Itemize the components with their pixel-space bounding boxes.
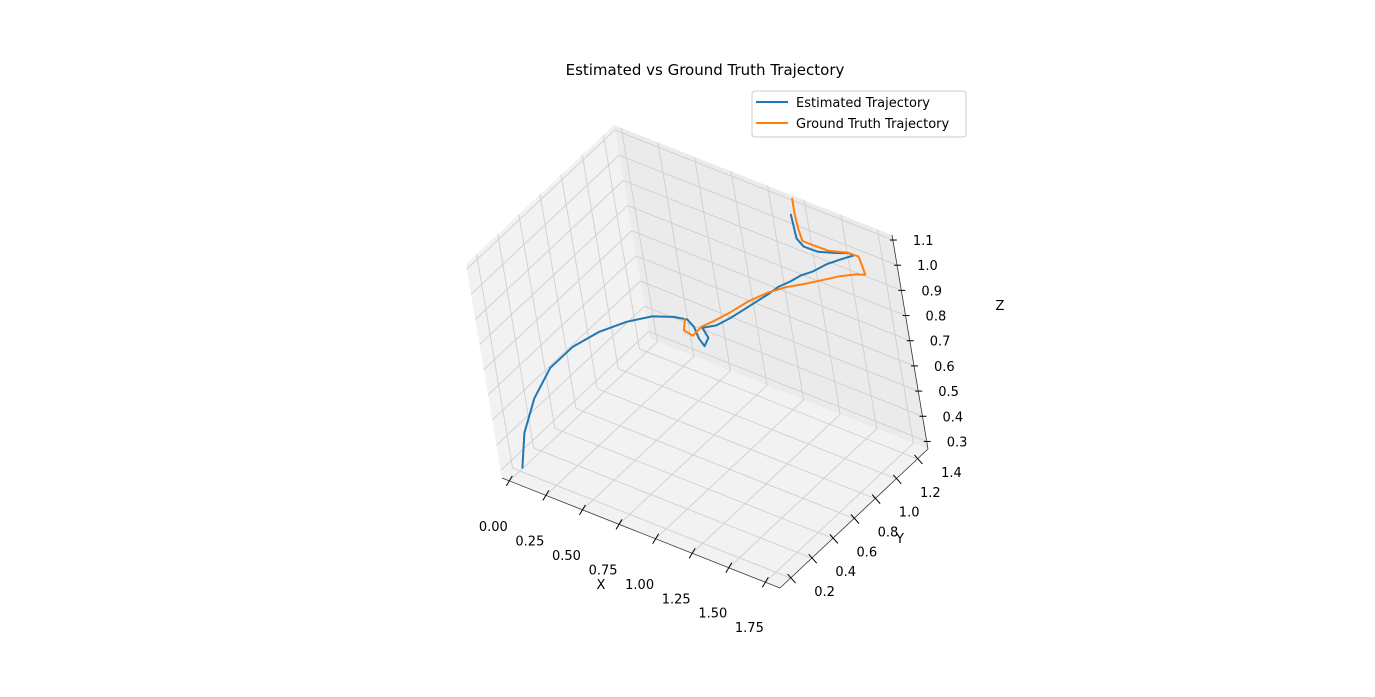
legend-label-ground-truth: Ground Truth Trajectory bbox=[796, 117, 950, 132]
x-tick-label: 0.75 bbox=[589, 563, 618, 578]
grid-y-left bbox=[560, 174, 598, 389]
grid-y-floor bbox=[533, 447, 812, 559]
chart-title: Estimated vs Ground Truth Trajectory bbox=[566, 61, 845, 79]
x-tick-mark bbox=[688, 548, 696, 559]
y-tick-mark bbox=[892, 474, 902, 485]
z-tick-label: 1.0 bbox=[917, 259, 938, 274]
x-tick-label: 0.00 bbox=[479, 520, 508, 535]
x-tick-label: 1.25 bbox=[662, 592, 691, 607]
legend-frame bbox=[751, 90, 967, 138]
x-tick-mark bbox=[761, 576, 769, 588]
z-axis-line bbox=[891, 234, 929, 450]
x-tick-label: 1.00 bbox=[625, 578, 654, 593]
x-axis-line bbox=[501, 477, 781, 589]
grid-z-back bbox=[631, 230, 910, 342]
y-tick-mark bbox=[871, 494, 881, 504]
z-tick-label: 0.7 bbox=[930, 335, 951, 350]
grid-z-left bbox=[487, 255, 637, 396]
x-tick-mark bbox=[542, 490, 550, 501]
grid-z-left bbox=[475, 180, 624, 320]
z-tick-label: 0.5 bbox=[938, 385, 959, 400]
x-tick-mark bbox=[579, 504, 586, 516]
series-lines bbox=[521, 197, 867, 469]
x-tick-label: 1.75 bbox=[735, 621, 764, 636]
grid-z-back bbox=[614, 129, 894, 241]
y-tick-mark bbox=[914, 454, 923, 465]
x-tick-label: 0.50 bbox=[552, 549, 581, 564]
legend: Estimated Trajectory Ground Truth Trajec… bbox=[751, 90, 967, 138]
grid-y-left bbox=[602, 134, 640, 350]
x-axis-label: X bbox=[597, 578, 606, 593]
y-tick-mark bbox=[850, 514, 860, 524]
grid-z-left bbox=[470, 154, 620, 295]
grid-x-back bbox=[840, 214, 878, 429]
x-tick-mark bbox=[505, 475, 513, 487]
grid-x-back bbox=[876, 229, 914, 444]
x-tick-label: 1.50 bbox=[698, 607, 727, 622]
grid-y-left bbox=[581, 154, 619, 369]
y-tick-label: 1.2 bbox=[920, 486, 941, 501]
y-tick-label: 1.0 bbox=[899, 506, 920, 521]
y-tick-label: 0.2 bbox=[814, 585, 835, 600]
grid-x-back bbox=[803, 200, 841, 415]
y-tick-label: 1.4 bbox=[941, 466, 962, 481]
z-axis-label: Z bbox=[996, 299, 1005, 314]
y-axis-label: Y bbox=[895, 532, 904, 547]
grid-y-floor bbox=[618, 368, 897, 480]
grid-y-left bbox=[518, 214, 556, 429]
x-tick-mark bbox=[652, 533, 660, 545]
grid-z-back bbox=[627, 205, 906, 316]
grid-y-left bbox=[539, 194, 577, 409]
x-tick-mark bbox=[615, 519, 623, 530]
grid-x-back bbox=[767, 185, 805, 400]
grid-z-back bbox=[640, 280, 919, 392]
grid-z-left bbox=[491, 280, 641, 421]
z-tick-label: 0.4 bbox=[942, 410, 963, 425]
grid-z-back bbox=[618, 154, 898, 266]
y-tick-mark bbox=[808, 553, 818, 564]
grid-y-floor bbox=[596, 388, 876, 500]
back-wall-pane bbox=[614, 125, 928, 449]
tick-labels: 0.000.250.500.751.001.251.501.750.20.40.… bbox=[479, 234, 968, 636]
grid-z-left bbox=[500, 331, 650, 471]
x-tick-label: 0.25 bbox=[515, 534, 544, 549]
y-tick-mark bbox=[787, 573, 796, 584]
grid-z-left bbox=[483, 230, 633, 371]
grid-z-left bbox=[496, 305, 645, 446]
grid-y-floor bbox=[575, 408, 855, 519]
grid-lines bbox=[466, 127, 927, 583]
grid-x-back bbox=[694, 156, 731, 371]
grid-z-back bbox=[623, 179, 902, 291]
grid-x-back bbox=[730, 171, 768, 386]
ground-truth-trajectory-line bbox=[683, 197, 867, 337]
grid-y-left bbox=[476, 253, 514, 469]
y-tick-label: 0.6 bbox=[857, 545, 878, 560]
z-tick-label: 0.6 bbox=[934, 360, 955, 375]
y-tick-mark bbox=[829, 534, 839, 544]
grid-z-back bbox=[648, 331, 927, 442]
legend-label-estimated: Estimated Trajectory bbox=[796, 96, 930, 111]
y-tick-label: 0.8 bbox=[878, 526, 899, 541]
y-tick-label: 0.4 bbox=[835, 565, 856, 580]
z-tick-label: 0.3 bbox=[947, 435, 968, 450]
z-tick-label: 1.1 bbox=[913, 234, 934, 249]
grid-y-floor bbox=[554, 427, 834, 539]
z-tick-label: 0.8 bbox=[926, 310, 947, 325]
z-tick-label: 0.9 bbox=[921, 284, 942, 299]
x-tick-mark bbox=[725, 562, 733, 573]
grid-y-floor bbox=[639, 348, 918, 460]
grid-z-back bbox=[635, 255, 915, 367]
axes-panes bbox=[466, 125, 928, 588]
grid-z-left bbox=[466, 129, 616, 270]
grid-y-floor bbox=[512, 467, 791, 579]
grid-y-left bbox=[497, 234, 535, 449]
grid-z-left bbox=[479, 205, 628, 345]
grid-x-back bbox=[620, 127, 658, 342]
